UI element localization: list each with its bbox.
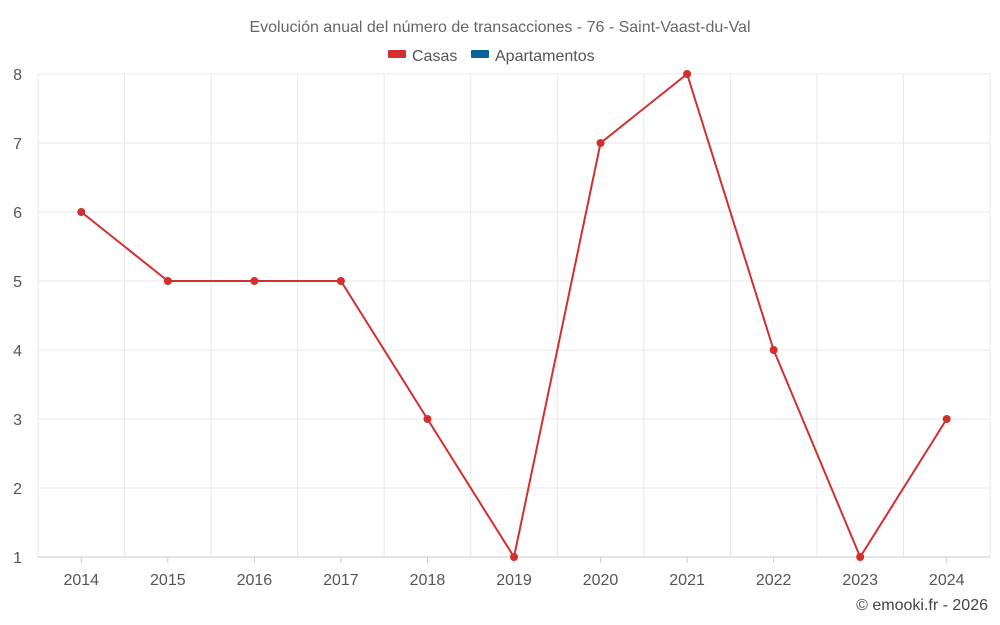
x-tick-label: 2022: [756, 572, 792, 589]
chart-title: Evolución anual del número de transaccio…: [249, 19, 750, 36]
y-tick-label: 3: [13, 412, 22, 429]
y-tick-label: 2: [13, 481, 22, 498]
y-tick-label: 4: [13, 343, 22, 360]
legend-swatch-apartamentos: [471, 50, 489, 58]
x-tick-label: 2019: [496, 572, 532, 589]
y-tick-label: 7: [13, 136, 22, 153]
x-tick-label: 2015: [150, 572, 186, 589]
data-point: [856, 553, 865, 561]
legend-label-casas: Casas: [412, 48, 457, 65]
axes: 1 2 3 4 5 6 7 8 2014 2015 2016 2017 2018 2019 2020 2021…: [13, 67, 990, 589]
series-layer: [77, 70, 951, 561]
data-point: [423, 415, 432, 423]
legend-item-apartamentos[interactable]: Apartamentos: [471, 48, 595, 65]
credit-text: © emooki.fr - 2026: [856, 597, 988, 614]
x-tick-label: 2020: [583, 572, 619, 589]
x-tick-label: 2016: [237, 572, 273, 589]
x-tick-label: 2017: [323, 572, 359, 589]
legend-item-casas[interactable]: Casas: [388, 48, 457, 65]
data-point: [510, 553, 518, 561]
data-point: [250, 277, 259, 285]
x-tick-label: 2014: [63, 572, 99, 589]
x-tick-label: 2024: [929, 572, 965, 589]
legend-label-apartamentos: Apartamentos: [495, 48, 595, 65]
data-point: [77, 208, 86, 216]
data-point: [683, 70, 692, 78]
grid: [37, 73, 991, 557]
y-tick-label: 5: [13, 274, 22, 291]
data-point: [163, 277, 172, 285]
y-tick-label: 1: [13, 550, 22, 567]
x-tick-label: 2023: [842, 572, 878, 589]
data-point: [769, 346, 778, 354]
y-tick-label: 8: [13, 67, 22, 84]
data-point: [336, 277, 345, 285]
x-tick-label: 2018: [410, 572, 446, 589]
data-point: [596, 139, 605, 147]
legend: Casas Apartamentos: [388, 48, 595, 65]
legend-swatch-casas: [388, 50, 406, 58]
x-tick-label: 2021: [669, 572, 705, 589]
y-tick-label: 6: [13, 205, 22, 222]
data-point: [942, 415, 951, 423]
